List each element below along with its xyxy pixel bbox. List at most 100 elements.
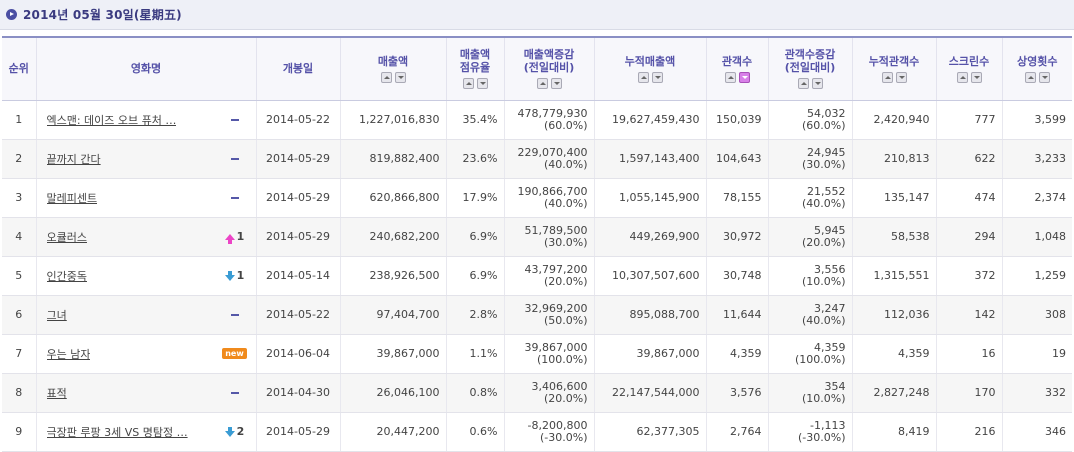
movie-title-link[interactable]: 엑스맨: 데이즈 오브 퓨처 …: [46, 113, 177, 127]
sort-asc-button[interactable]: [724, 71, 736, 83]
table-row: 8 표적 2014-04-30 26,046,100 0.8% 3,406,600 (20.…: [2, 373, 1072, 413]
sales-cell: 97,404,700: [340, 295, 447, 335]
audience-cell: 78,155: [706, 178, 769, 218]
audience-cell: 104,643: [706, 139, 769, 179]
bullet-arrow-icon: [6, 9, 17, 20]
movie-title-link[interactable]: 극장판 루팡 3세 VS 명탐정 …: [46, 425, 188, 439]
cum-sales-cell: 449,269,900: [594, 217, 707, 257]
cum-sales-cell: 22,147,544,000: [594, 373, 707, 413]
sales-cell: 238,926,500: [340, 256, 447, 296]
rank-change-value: 1: [236, 230, 245, 243]
movie-title-link[interactable]: 오큘러스: [46, 230, 87, 244]
no-change-icon: [230, 118, 239, 121]
col-screens: 스크린수: [936, 37, 1003, 101]
sort-desc-button[interactable]: [651, 71, 663, 83]
audience-change-cell: 354 (10.0%): [768, 373, 853, 413]
sort-asc-button[interactable]: [956, 71, 968, 83]
col-sales: 매출액: [340, 37, 447, 101]
title-cell: 엑스맨: 데이즈 오브 퓨처 …: [36, 100, 257, 140]
shows-cell: 1,048: [1002, 217, 1072, 257]
shows-cell: 308: [1002, 295, 1072, 335]
table-row: 7 우는 남자 new 2014-06-04 39,867,000 1.1% 39,867,…: [2, 334, 1072, 374]
cum-sales-cell: 10,307,507,600: [594, 256, 707, 296]
rank-cell: 4: [2, 217, 37, 257]
cum-sales-cell: 62,377,305: [594, 412, 707, 452]
sort-asc-button[interactable]: [536, 78, 548, 90]
release-cell: 2014-05-14: [256, 256, 341, 296]
screens-cell: 622: [936, 139, 1003, 179]
rank-cell: 6: [2, 295, 37, 335]
table-row: 9 극장판 루팡 3세 VS 명탐정 … 2 2014-05-29 20,447,200…: [2, 412, 1072, 452]
screens-cell: 16: [936, 334, 1003, 374]
rank-change: [218, 391, 252, 394]
sort-asc-button[interactable]: [380, 71, 392, 83]
sort-desc-button[interactable]: [394, 71, 406, 83]
table-row: 6 그녀 2014-05-22 97,404,700 2.8% 32,969,200 (50…: [2, 295, 1072, 335]
sort-desc-active-button[interactable]: [738, 71, 750, 83]
title-cell: 극장판 루팡 3세 VS 명탐정 … 2: [36, 412, 257, 452]
no-change-icon: [230, 196, 239, 199]
no-change-icon: [230, 157, 239, 160]
title-cell: 표적: [36, 373, 257, 413]
rank-change: [218, 313, 252, 316]
col-sales-change: 매출액증감 (전일대비): [504, 37, 595, 101]
sort-desc-button[interactable]: [895, 71, 907, 83]
release-cell: 2014-05-29: [256, 217, 341, 257]
rank-change: [218, 196, 252, 199]
rank-change: new: [218, 348, 252, 359]
audience-change-cell: 4,359 (100.0%): [768, 334, 853, 374]
sales-cell: 20,447,200: [340, 412, 447, 452]
no-change-icon: [230, 313, 239, 316]
sort-desc-button[interactable]: [550, 78, 562, 90]
no-change-icon: [230, 391, 239, 394]
table-header-row: 순위 영화명 개봉일 매출액 매출액 점유율 매출액증감 (전일대비) 누적매출액 …: [2, 37, 1072, 101]
movie-title-link[interactable]: 인간중독: [46, 269, 87, 283]
sort-desc-button[interactable]: [811, 78, 823, 90]
sort-asc-button[interactable]: [881, 71, 893, 83]
rank-cell: 1: [2, 100, 37, 140]
sales-cell: 819,882,400: [340, 139, 447, 179]
sales-change-cell: 39,867,000 (100.0%): [504, 334, 595, 374]
col-shows: 상영횟수: [1002, 37, 1072, 101]
sort-asc-button[interactable]: [797, 78, 809, 90]
movie-title-link[interactable]: 우는 남자: [46, 347, 91, 361]
sales-change-cell: 3,406,600 (20.0%): [504, 373, 595, 413]
sales-cell: 1,227,016,830: [340, 100, 447, 140]
sort-asc-button[interactable]: [637, 71, 649, 83]
sort-desc-button[interactable]: [476, 78, 488, 90]
date-title: 2014년 05월 30일(星期五): [23, 8, 182, 22]
cum-sales-cell: 895,088,700: [594, 295, 707, 335]
movie-title-link[interactable]: 표적: [46, 386, 67, 400]
title-cell: 인간중독 1: [36, 256, 257, 296]
sort-asc-button[interactable]: [1024, 71, 1036, 83]
release-cell: 2014-05-29: [256, 139, 341, 179]
share-cell: 6.9%: [446, 217, 505, 257]
sales-change-cell: 190,866,700 (40.0%): [504, 178, 595, 218]
screens-cell: 777: [936, 100, 1003, 140]
share-cell: 17.9%: [446, 178, 505, 218]
share-cell: 0.8%: [446, 373, 505, 413]
table-row: 1 엑스맨: 데이즈 오브 퓨처 … 2014-05-22 1,227,016,830…: [2, 100, 1072, 140]
movie-title-link[interactable]: 그녀: [46, 308, 67, 322]
audience-cell: 3,576: [706, 373, 769, 413]
rank-change: 1: [218, 269, 252, 282]
rank-change-value: 2: [236, 425, 245, 438]
rank-cell: 9: [2, 412, 37, 452]
audience-change-cell: -1,113 (-30.0%): [768, 412, 853, 452]
audience-change-cell: 3,556 (10.0%): [768, 256, 853, 296]
date-header: 2014년 05월 30일(星期五): [0, 0, 1074, 30]
table-row: 5 인간중독 1 2014-05-14 238,926,500 6.9% 43,797,20…: [2, 256, 1072, 296]
sort-desc-button[interactable]: [1038, 71, 1050, 83]
sales-cell: 39,867,000: [340, 334, 447, 374]
release-cell: 2014-05-29: [256, 412, 341, 452]
audience-cell: 30,748: [706, 256, 769, 296]
new-badge: new: [222, 348, 247, 359]
movie-title-link[interactable]: 말레피센트: [46, 191, 98, 205]
sort-asc-button[interactable]: [462, 78, 474, 90]
sales-change-cell: -8,200,800 (-30.0%): [504, 412, 595, 452]
rank-change-value: 1: [236, 269, 245, 282]
sort-desc-button[interactable]: [970, 71, 982, 83]
audience-cell: 11,644: [706, 295, 769, 335]
movie-title-link[interactable]: 끝까지 간다: [46, 152, 101, 166]
audience-cell: 30,972: [706, 217, 769, 257]
